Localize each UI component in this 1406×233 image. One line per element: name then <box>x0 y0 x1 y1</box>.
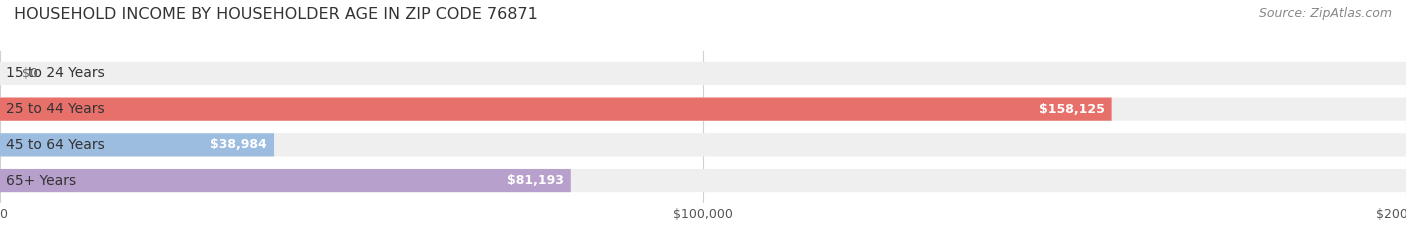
Text: $38,984: $38,984 <box>211 138 267 151</box>
FancyBboxPatch shape <box>0 169 571 192</box>
Text: $81,193: $81,193 <box>508 174 564 187</box>
FancyBboxPatch shape <box>0 98 1406 121</box>
Text: 65+ Years: 65+ Years <box>6 174 76 188</box>
FancyBboxPatch shape <box>0 133 1406 156</box>
FancyBboxPatch shape <box>0 98 1112 121</box>
Text: 45 to 64 Years: 45 to 64 Years <box>6 138 104 152</box>
Text: $0: $0 <box>22 67 38 80</box>
FancyBboxPatch shape <box>0 133 274 156</box>
FancyBboxPatch shape <box>0 169 1406 192</box>
Text: $158,125: $158,125 <box>1039 103 1105 116</box>
Text: 15 to 24 Years: 15 to 24 Years <box>6 66 104 80</box>
Text: HOUSEHOLD INCOME BY HOUSEHOLDER AGE IN ZIP CODE 76871: HOUSEHOLD INCOME BY HOUSEHOLDER AGE IN Z… <box>14 7 538 22</box>
Text: 25 to 44 Years: 25 to 44 Years <box>6 102 104 116</box>
Text: Source: ZipAtlas.com: Source: ZipAtlas.com <box>1258 7 1392 20</box>
FancyBboxPatch shape <box>0 62 1406 85</box>
